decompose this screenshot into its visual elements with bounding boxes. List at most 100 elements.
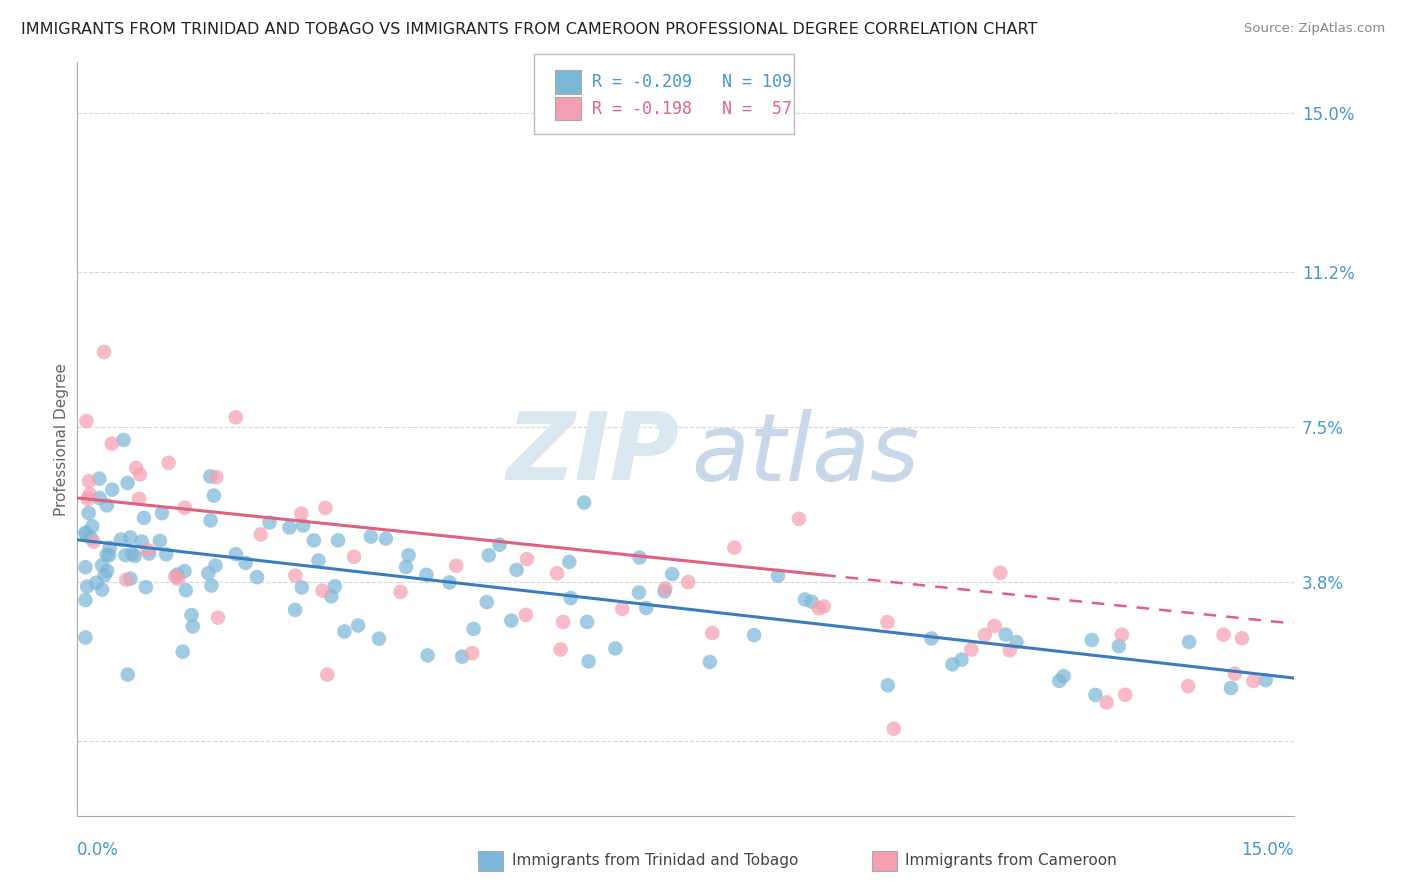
Point [316, 667, 339, 681]
Point [75, 525, 97, 540]
Point [463, 622, 485, 636]
Point [82, 519, 104, 533]
Point [654, 582, 676, 596]
Point [225, 547, 247, 561]
Point [75, 560, 97, 574]
Point [323, 579, 346, 593]
Point [883, 722, 905, 736]
Point [311, 583, 333, 598]
Point [155, 547, 177, 561]
Point [876, 678, 898, 692]
Point [446, 558, 468, 573]
Point [321, 590, 343, 604]
Point [246, 570, 269, 584]
Point [1219, 681, 1241, 695]
Point [172, 645, 194, 659]
Point [488, 538, 510, 552]
Point [96, 564, 118, 578]
Point [1005, 635, 1028, 649]
Point [1081, 632, 1104, 647]
Point [787, 512, 810, 526]
Point [347, 618, 370, 632]
Point [1241, 673, 1264, 688]
Point [136, 543, 159, 558]
Point [79, 487, 101, 501]
Point [77, 474, 100, 488]
Text: 0.0%: 0.0% [77, 841, 120, 859]
Point [416, 648, 439, 663]
Point [284, 603, 307, 617]
Point [112, 433, 135, 447]
Point [973, 628, 995, 642]
Point [205, 470, 228, 484]
Text: Source: ZipAtlas.com: Source: ZipAtlas.com [1244, 22, 1385, 36]
Point [654, 584, 676, 599]
Point [235, 556, 257, 570]
Point [988, 566, 1011, 580]
Point [91, 558, 114, 573]
Point [676, 575, 699, 590]
Point [292, 518, 315, 533]
Point [1108, 639, 1130, 653]
Point [167, 572, 190, 586]
Point [1230, 632, 1253, 646]
Point [249, 527, 271, 541]
Point [124, 549, 146, 563]
Point [702, 626, 724, 640]
Point [202, 489, 225, 503]
Text: Immigrants from Trinidad and Tobago: Immigrants from Trinidad and Tobago [512, 854, 799, 868]
Text: Immigrants from Cameroon: Immigrants from Cameroon [905, 854, 1118, 868]
Point [994, 627, 1017, 641]
Point [75, 631, 97, 645]
Point [1177, 679, 1199, 693]
Point [138, 547, 160, 561]
Point [661, 567, 683, 582]
Point [101, 436, 124, 450]
Point [225, 410, 247, 425]
Point [200, 578, 222, 592]
Point [461, 646, 484, 660]
Point [120, 531, 142, 545]
Text: R = -0.209   N = 109: R = -0.209 N = 109 [592, 73, 792, 91]
Point [125, 461, 148, 475]
Point [128, 491, 150, 506]
Point [1254, 673, 1277, 688]
Point [1111, 628, 1133, 642]
Point [165, 569, 187, 583]
Point [515, 607, 537, 622]
Point [101, 483, 124, 497]
Point [415, 567, 437, 582]
Point [793, 592, 815, 607]
Point [766, 569, 789, 583]
Point [207, 610, 229, 624]
Text: R = -0.198   N =  57: R = -0.198 N = 57 [592, 100, 792, 118]
Point [96, 499, 118, 513]
Point [1052, 669, 1074, 683]
Point [439, 575, 461, 590]
Point [395, 560, 418, 574]
Point [121, 547, 143, 561]
Point [98, 541, 121, 555]
Point [129, 467, 152, 482]
Point [636, 601, 658, 615]
Point [876, 615, 898, 629]
Point [200, 469, 222, 483]
Point [950, 652, 973, 666]
Point [75, 414, 97, 428]
Point [291, 581, 314, 595]
Point [578, 654, 600, 668]
Point [204, 558, 226, 573]
Point [627, 585, 650, 599]
Point [98, 548, 121, 562]
Point [326, 533, 349, 548]
Point [1095, 695, 1118, 709]
Point [76, 491, 98, 506]
Point [135, 580, 157, 594]
Point [89, 472, 111, 486]
Point [120, 572, 142, 586]
Text: ZIP: ZIP [506, 409, 679, 500]
Point [605, 641, 627, 656]
Point [131, 534, 153, 549]
Point [699, 655, 721, 669]
Point [1047, 673, 1070, 688]
